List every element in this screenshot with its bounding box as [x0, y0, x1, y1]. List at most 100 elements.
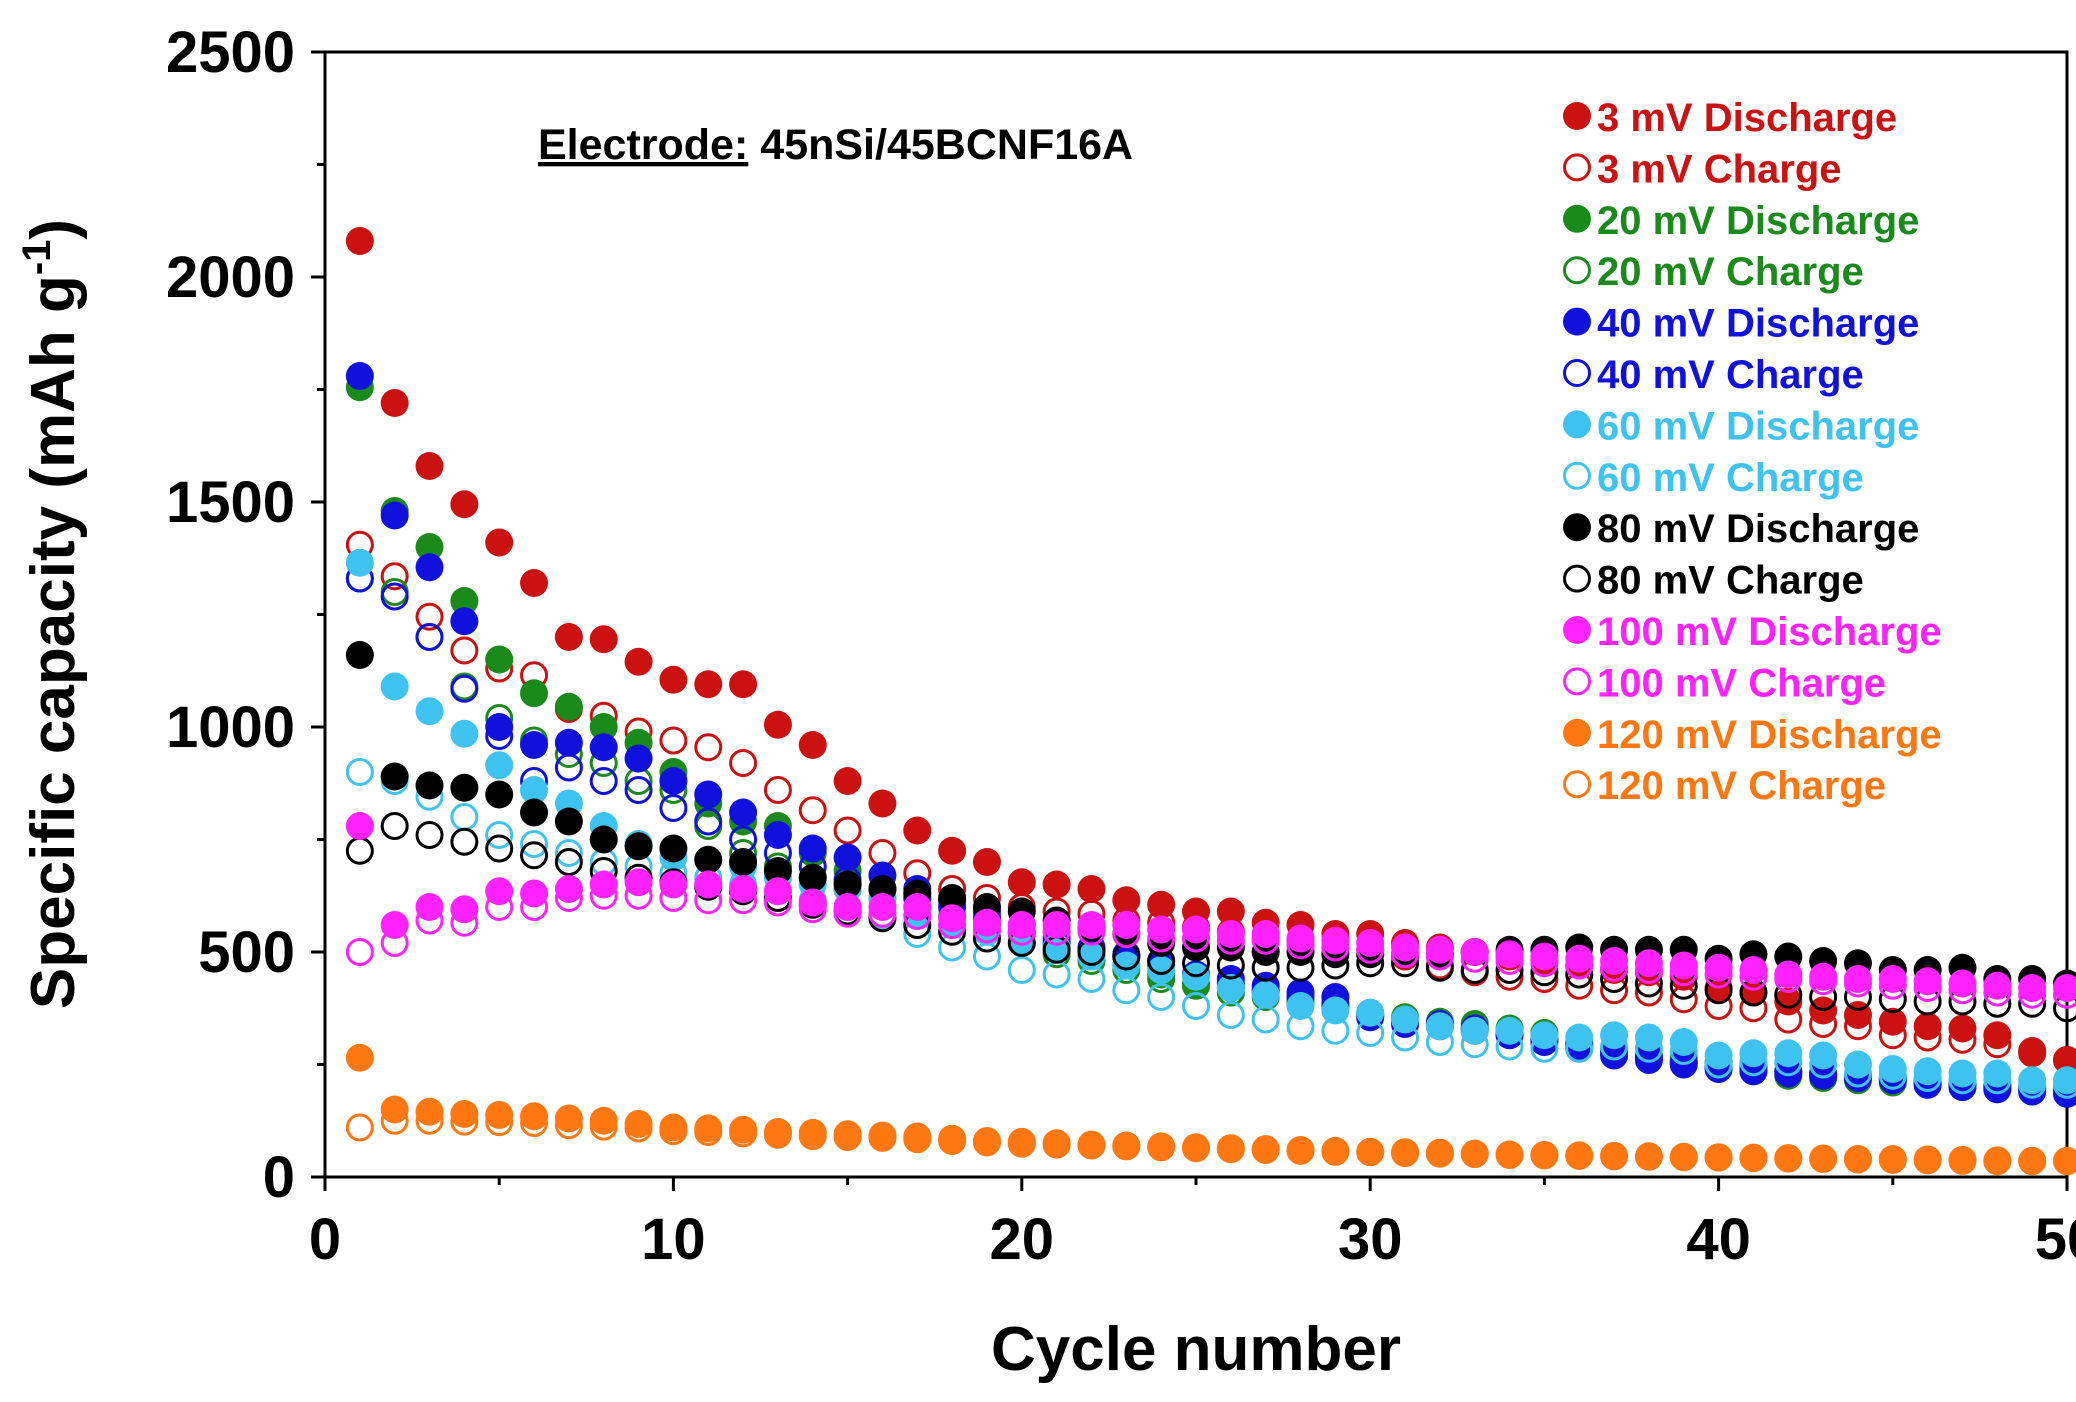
- data-point: [1077, 1130, 1106, 1159]
- data-point: [763, 776, 792, 804]
- data-point: [415, 1097, 444, 1126]
- data-point: [1809, 1050, 1838, 1079]
- y-axis-title-suffix: ): [19, 219, 88, 240]
- legend-marker: [1563, 359, 1591, 387]
- y-tick-label: 2500: [166, 20, 295, 85]
- data-point: [868, 1123, 897, 1152]
- data-point: [1495, 1140, 1524, 1169]
- data-point: [1565, 944, 1594, 973]
- data-point: [1147, 1132, 1176, 1161]
- data-point: [1495, 947, 1524, 975]
- data-point: [1669, 985, 1698, 1014]
- data-point: [1321, 1136, 1350, 1165]
- data-point: [903, 816, 932, 845]
- data-point: [1530, 1141, 1559, 1170]
- data-point: [938, 1127, 967, 1155]
- data-point: [1704, 1143, 1733, 1172]
- data-point: [380, 672, 409, 701]
- data-point: [345, 938, 374, 966]
- data-point: [659, 834, 688, 863]
- data-point: [450, 674, 479, 703]
- data-point: [1530, 942, 1559, 971]
- data-point: [1983, 1146, 2012, 1175]
- data-point: [868, 899, 897, 928]
- data-point: [1286, 953, 1315, 982]
- data-point: [1321, 1016, 1350, 1045]
- data-point: [1286, 924, 1315, 953]
- data-point: [1565, 971, 1594, 1000]
- data-point: [1147, 956, 1176, 984]
- data-point: [554, 753, 583, 782]
- data-point: [415, 1106, 444, 1135]
- data-point: [1878, 1055, 1907, 1083]
- data-point: [1809, 1144, 1838, 1173]
- data-point: [345, 1113, 374, 1142]
- data-point: [450, 1107, 479, 1136]
- data-point: [729, 749, 758, 777]
- legend-entry: 80 mV Discharge: [1563, 507, 1919, 551]
- data-point: [1983, 1030, 2012, 1059]
- data-point: [1007, 917, 1036, 946]
- data-point: [1704, 1041, 1733, 1070]
- data-point: [868, 893, 897, 921]
- data-point: [1042, 1130, 1071, 1159]
- data-point: [415, 623, 444, 651]
- data-point: [1495, 940, 1524, 969]
- data-point: [1739, 956, 1768, 984]
- data-point: [554, 807, 583, 836]
- data-point: [415, 452, 444, 480]
- data-point: [485, 722, 514, 750]
- electrode-annotation: Electrode: 45nSi/45BCNF16A: [538, 121, 1133, 169]
- data-point: [345, 227, 374, 255]
- data-point: [589, 1112, 618, 1141]
- data-point: [729, 798, 758, 827]
- data-point: [763, 857, 792, 885]
- data-point: [833, 899, 862, 928]
- data-point: [1216, 926, 1245, 955]
- data-point: [1600, 953, 1629, 982]
- data-point: [972, 1128, 1001, 1157]
- data-point: [485, 1100, 514, 1129]
- data-point: [1321, 1137, 1350, 1166]
- data-point: [589, 625, 618, 654]
- data-point: [1112, 976, 1141, 1005]
- data-point: [1112, 920, 1141, 948]
- data-point: [1843, 1145, 1872, 1174]
- data-point: [1948, 1025, 1977, 1054]
- y-tick-label: 0: [263, 1145, 295, 1210]
- data-point: [1530, 1140, 1559, 1169]
- data-point: [554, 1104, 583, 1133]
- data-point: [1983, 1021, 2012, 1050]
- data-point: [415, 553, 444, 582]
- data-point: [1600, 976, 1629, 1005]
- legend-entry: 40 mV Charge: [1563, 353, 1864, 397]
- data-point: [1600, 947, 1629, 975]
- data-point: [1356, 1138, 1385, 1167]
- data-point: [520, 830, 549, 858]
- data-point: [1077, 917, 1106, 946]
- data-point: [1356, 1137, 1385, 1166]
- data-point: [520, 798, 549, 827]
- data-point: [1809, 1145, 1838, 1173]
- data-point: [833, 767, 862, 795]
- data-point: [833, 1122, 862, 1151]
- y-tick-label: 1500: [166, 470, 295, 535]
- legend-marker: [1563, 616, 1591, 644]
- y-axis-title: Specific capacity (mAh g-1): [15, 219, 88, 1009]
- data-point: [1216, 897, 1245, 926]
- data-point: [903, 893, 932, 921]
- data-point: [1460, 938, 1489, 966]
- legend-marker: [1563, 204, 1591, 233]
- data-point: [1948, 1146, 1977, 1175]
- data-point: [1321, 996, 1350, 1025]
- data-point: [1321, 926, 1350, 955]
- data-point: [1182, 1133, 1210, 1162]
- x-tick-label: 30: [1338, 1207, 1403, 1272]
- data-point: [415, 821, 444, 849]
- data-point: [1251, 1135, 1280, 1164]
- data-point: [1391, 933, 1420, 962]
- data-point: [798, 895, 827, 924]
- data-point: [520, 1102, 549, 1131]
- data-point: [1077, 938, 1106, 966]
- data-point: [380, 389, 409, 417]
